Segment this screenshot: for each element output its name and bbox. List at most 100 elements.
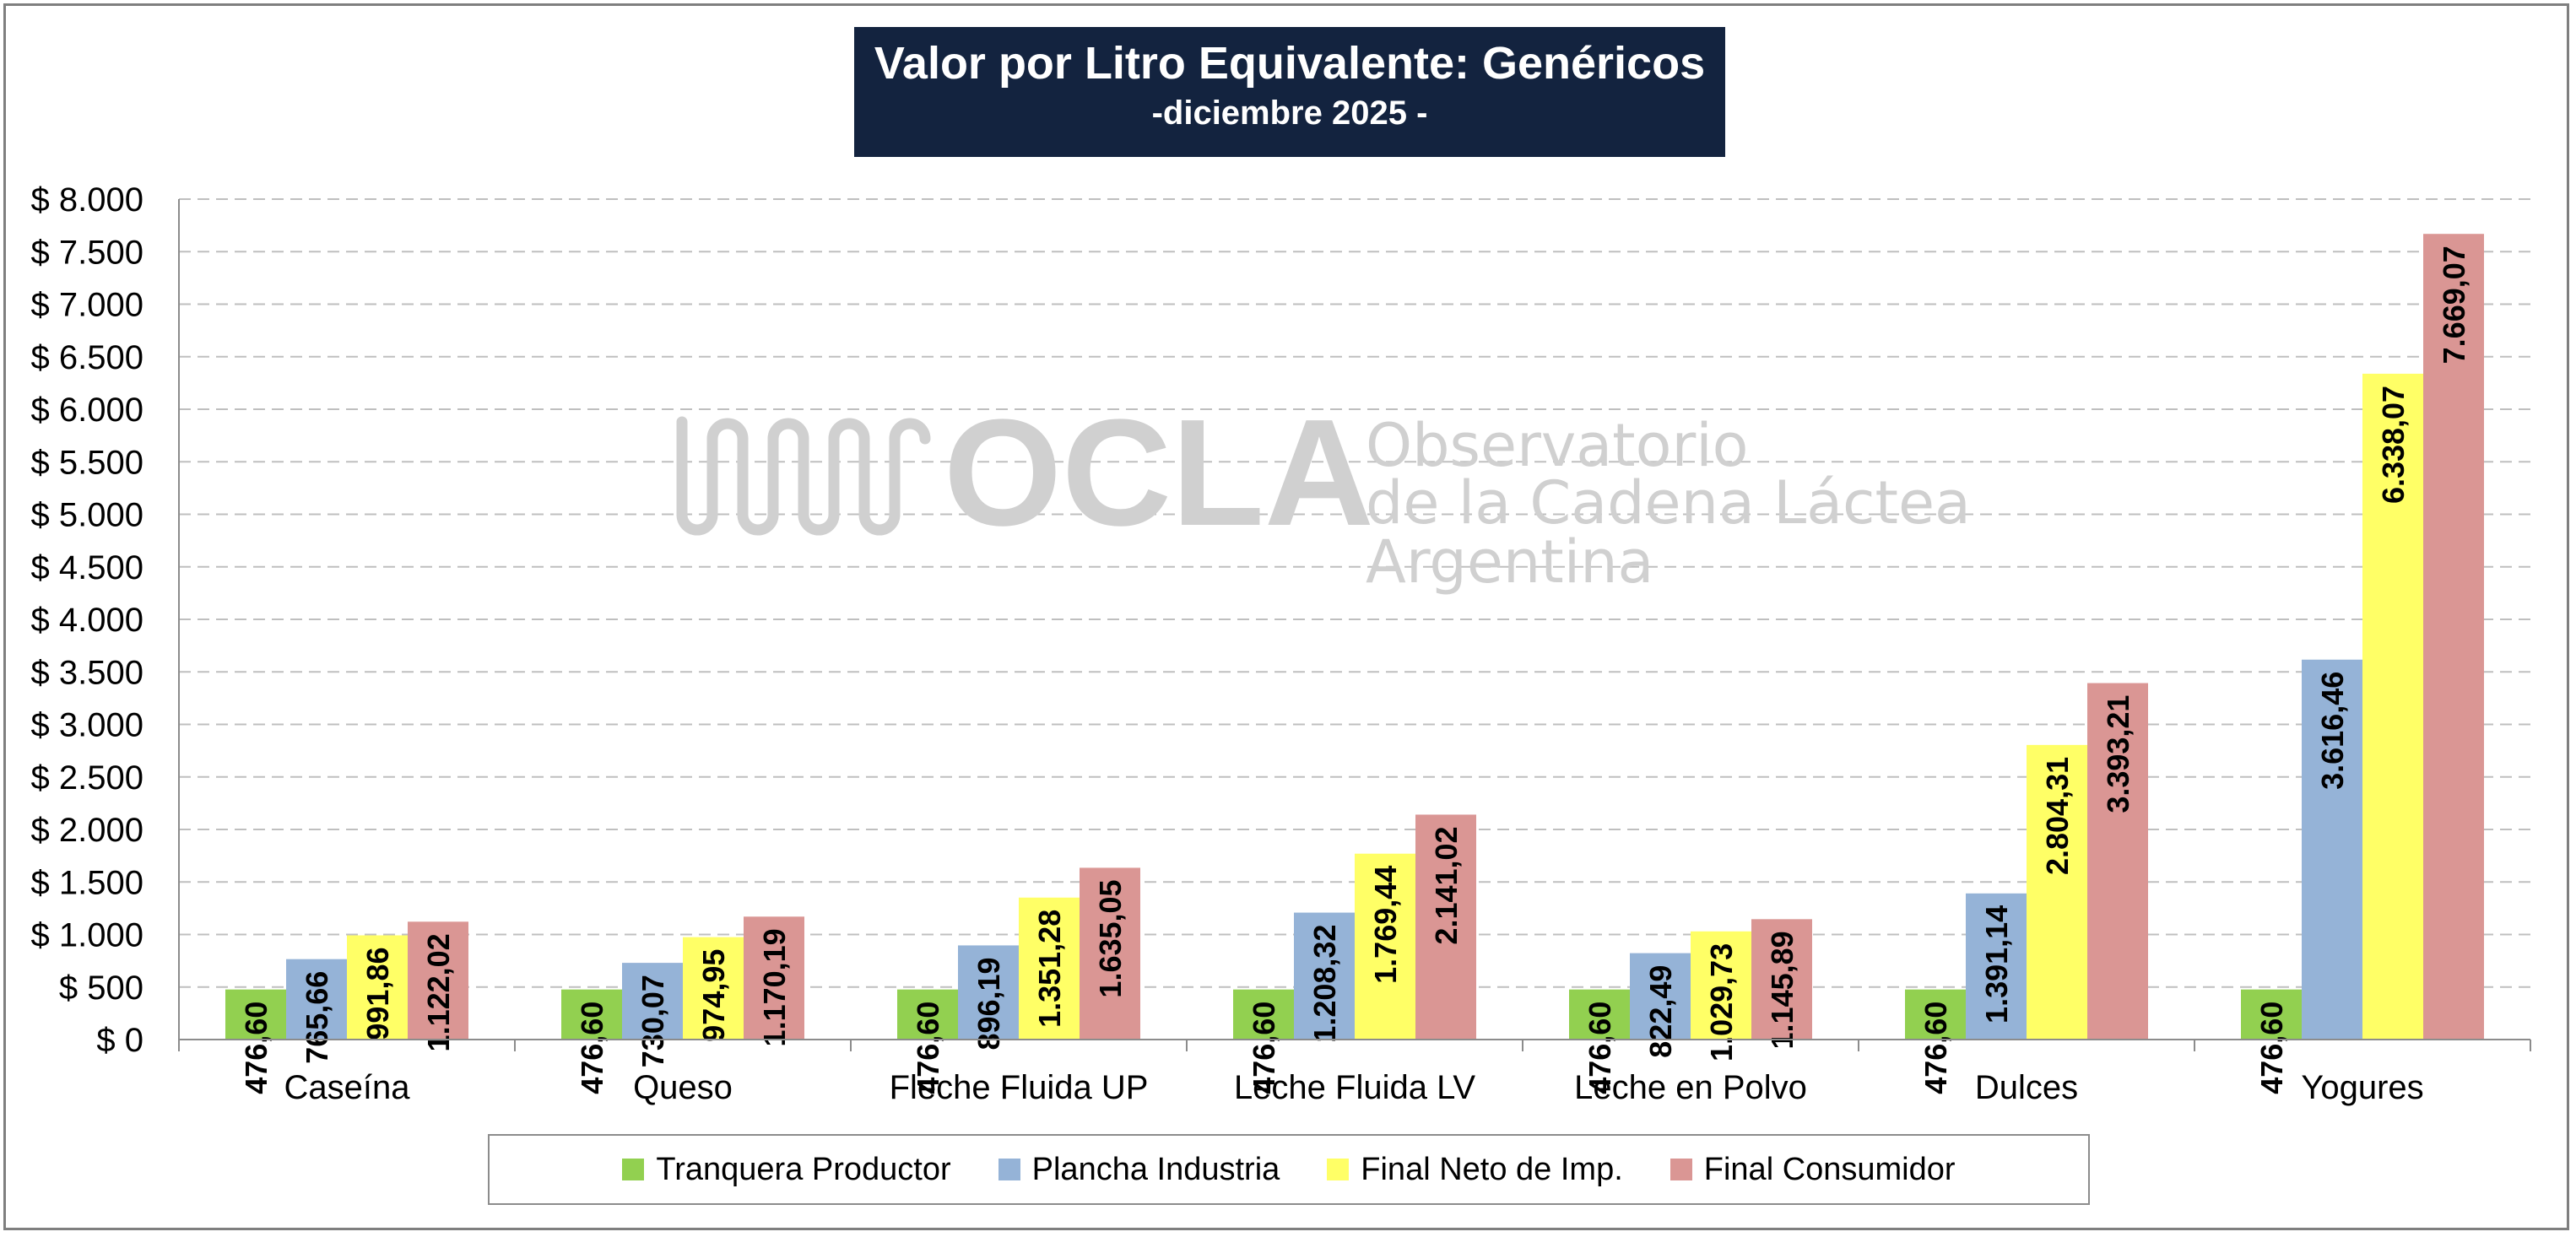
data-label: 476,60 — [1247, 1002, 1281, 1094]
data-label: 476,60 — [911, 1002, 945, 1094]
data-label: 1.351,28 — [1032, 910, 1067, 1028]
legend-item: Plancha Industria — [998, 1152, 1280, 1188]
ocla-line-1: Observatorio — [1366, 411, 1749, 480]
data-label: 476,60 — [1583, 1002, 1617, 1094]
bar — [2302, 659, 2362, 1040]
y-tick-label: $ 3.000 — [31, 707, 143, 744]
bar — [1569, 989, 1630, 1040]
data-label: 476,60 — [575, 1002, 609, 1094]
data-label: 1.208,32 — [1307, 925, 1342, 1043]
legend-swatch — [1327, 1159, 1350, 1180]
data-label: 974,95 — [696, 949, 731, 1042]
legend-label: Plancha Industria — [1031, 1151, 1280, 1187]
y-tick-label: $ 7.500 — [31, 234, 143, 271]
bar — [1080, 867, 1140, 1040]
bar — [1905, 989, 1966, 1040]
y-tick-label: $ 4.000 — [31, 602, 143, 639]
bar — [622, 963, 683, 1040]
bar — [561, 989, 622, 1040]
bar — [1415, 814, 1476, 1040]
bar — [1294, 912, 1355, 1040]
x-tick-label: Queso — [633, 1069, 733, 1106]
x-tick-label: Fleche Fluida UP — [890, 1069, 1149, 1106]
ocla-logo-text: OCLA — [944, 388, 1374, 558]
data-label: 7.669,07 — [2437, 246, 2471, 364]
bar — [2087, 683, 2148, 1040]
legend-label: Final Neto de Imp. — [1361, 1151, 1623, 1187]
x-tick-label: Yogures — [2301, 1069, 2423, 1106]
x-tick-label: Leche Fluida LV — [1234, 1069, 1475, 1106]
data-label: 1.391,14 — [1979, 905, 2014, 1024]
chart-title-box: Valor por Litro Equivalente: Genéricos -… — [854, 27, 1725, 157]
bar — [1966, 893, 2027, 1040]
legend-item: Final Neto de Imp. — [1327, 1151, 1623, 1188]
bar — [2027, 744, 2087, 1040]
data-label: 2.804,31 — [2040, 757, 2075, 875]
data-label: 2.141,02 — [1429, 826, 1464, 944]
data-label: 730,07 — [636, 975, 670, 1067]
x-tick-label: Leche en Polvo — [1574, 1069, 1807, 1106]
y-tick-label: $ 5.500 — [31, 444, 143, 481]
data-label: 476,60 — [239, 1002, 273, 1094]
bar — [1355, 853, 1415, 1040]
x-tick-label: Dulces — [1975, 1069, 2078, 1106]
data-label: 991,86 — [360, 948, 395, 1040]
legend-label: Final Consumidor — [1703, 1151, 1956, 1187]
legend-label: Tranquera Productor — [656, 1151, 951, 1187]
x-tick-label: Caseína — [284, 1069, 411, 1106]
bar — [347, 935, 408, 1040]
data-label: 476,60 — [2254, 1002, 2289, 1094]
ocla-line-2: de la Cadena Láctea — [1366, 468, 1971, 537]
chart-subtitle: -diciembre 2025 - — [1151, 95, 1428, 132]
legend-swatch — [622, 1159, 645, 1180]
bar — [2423, 234, 2484, 1040]
data-label: 3.616,46 — [2315, 672, 2350, 790]
x-axis-labels: Caseína Queso Fleche Fluida UP Leche Fluida… — [284, 1069, 2424, 1106]
data-label: 1.029,73 — [1704, 943, 1739, 1061]
ocla-logo-wave-icon — [676, 416, 931, 536]
legend-swatch — [1670, 1159, 1692, 1180]
y-tick-label: $ 1.000 — [31, 917, 143, 954]
ocla-line-3: Argentina — [1366, 527, 1653, 597]
bars: 476,60 765,66 991,86 1.122,02 476,60 730,07 97… — [225, 234, 2484, 1094]
data-label: 822,49 — [1643, 965, 1678, 1058]
y-tick-label: $ 1.500 — [31, 864, 143, 901]
legend-item: Tranquera Productor — [622, 1151, 951, 1188]
y-tick-label: $ 7.000 — [31, 287, 143, 324]
bar — [1691, 931, 1751, 1040]
y-tick-label: $ 3.500 — [31, 654, 143, 691]
chart-title: Valor por Litro Equivalente: Genéricos — [874, 38, 1706, 89]
y-tick-label: $ 6.500 — [31, 339, 143, 376]
data-label: 1.769,44 — [1368, 866, 1403, 984]
chart-legend: Tranquera Productor Plancha Industria Fina… — [488, 1134, 2090, 1205]
data-label: 896,19 — [971, 957, 1006, 1050]
y-tick-label: $ 500 — [59, 970, 143, 1007]
data-label: 476,60 — [1918, 1002, 1953, 1094]
bar — [897, 989, 958, 1040]
y-tick-label: $ 2.000 — [31, 812, 143, 849]
y-tick-label: $ 5.000 — [31, 497, 143, 534]
bar — [2241, 989, 2302, 1040]
axes — [178, 199, 2531, 1051]
y-tick-label: $ 2.500 — [31, 759, 143, 797]
bar — [1630, 953, 1691, 1040]
bar — [2362, 373, 2423, 1040]
bar — [683, 937, 744, 1040]
bar — [744, 916, 804, 1040]
data-label: 1.122,02 — [421, 933, 456, 1051]
y-tick-label: $ 6.000 — [31, 392, 143, 429]
data-label: 1.145,89 — [1765, 931, 1799, 1049]
bar — [225, 989, 286, 1040]
y-tick-label: $ 0 — [96, 1022, 143, 1059]
data-label: 6.338,07 — [2376, 386, 2411, 504]
data-label: 1.170,19 — [757, 928, 792, 1046]
bar — [1751, 919, 1812, 1040]
data-label: 3.393,21 — [2101, 695, 2135, 813]
data-label: 765,66 — [300, 971, 334, 1064]
bar — [286, 959, 347, 1040]
y-axis-ticks: $ 0 $ 500 $ 1.000 $ 1.500 $ 2.000 $ 2.500 $ 3.… — [31, 181, 143, 1059]
y-tick-label: $ 8.000 — [31, 181, 143, 219]
y-tick-label: $ 4.500 — [31, 549, 143, 586]
data-label: 1.635,05 — [1093, 879, 1128, 997]
